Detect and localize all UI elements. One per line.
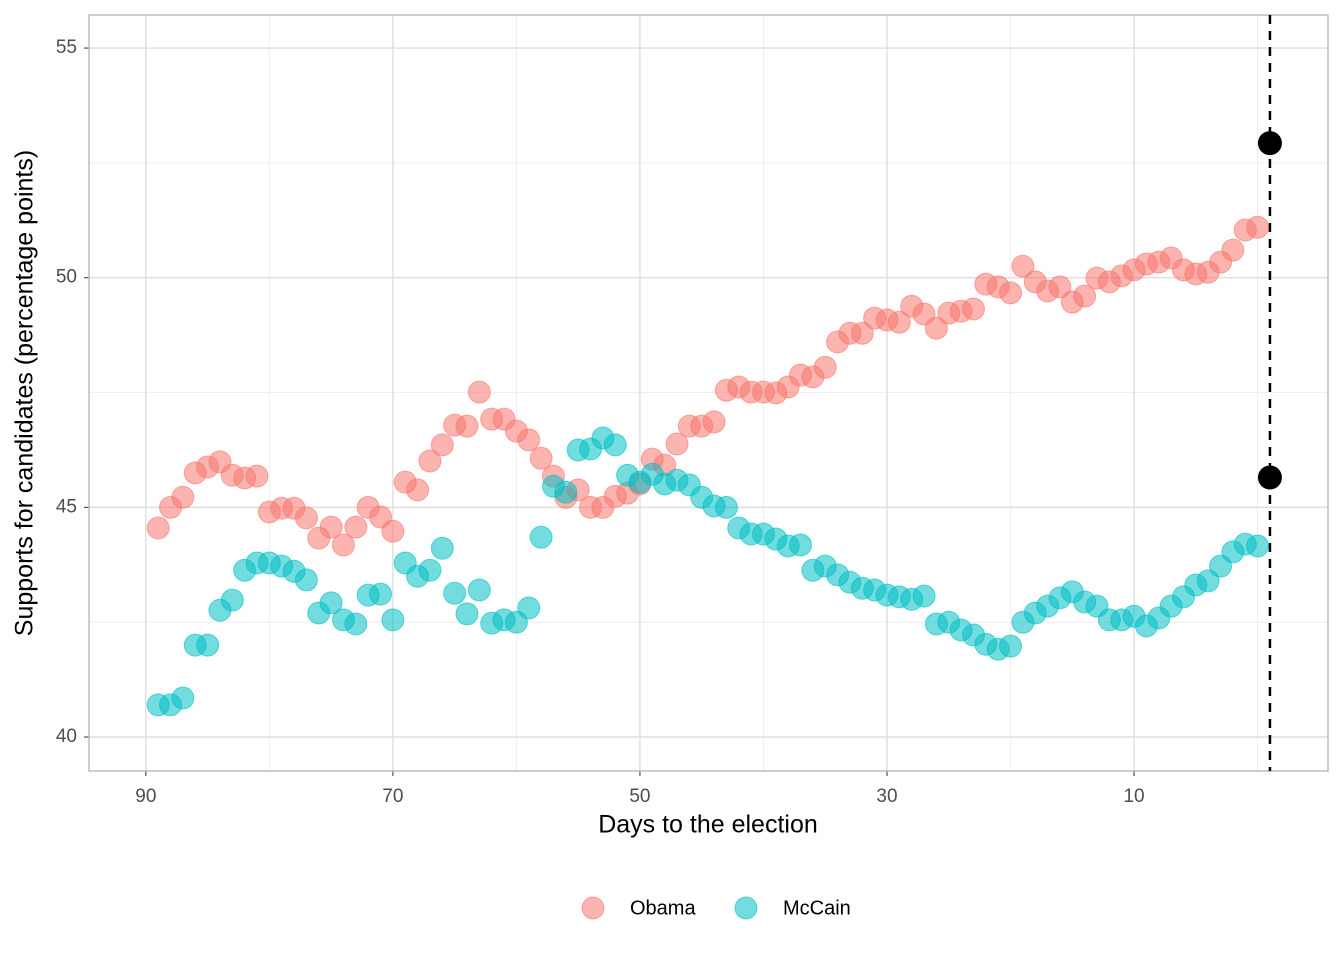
y-tick-label: 40 [56, 726, 77, 747]
x-tick-label: 30 [876, 786, 897, 807]
point [665, 432, 689, 456]
point [381, 608, 405, 632]
point [406, 478, 430, 502]
point [146, 516, 170, 540]
point [430, 433, 454, 457]
point [529, 446, 553, 470]
point [171, 686, 195, 710]
point [418, 449, 442, 473]
point [319, 591, 343, 615]
point [789, 533, 813, 557]
marker [1257, 131, 1282, 156]
point [924, 316, 948, 340]
point [813, 355, 837, 379]
point [1246, 534, 1270, 558]
point [517, 428, 541, 452]
point [418, 558, 442, 582]
point [1011, 254, 1035, 278]
point [1048, 275, 1072, 299]
point [1221, 238, 1245, 262]
point [381, 519, 405, 543]
point [443, 581, 467, 605]
point [245, 464, 269, 488]
legend-label: Obama [630, 897, 696, 919]
point [999, 634, 1023, 658]
x-tick-label: 10 [1123, 786, 1144, 807]
point [1073, 284, 1097, 308]
point [850, 321, 874, 345]
marker [1257, 465, 1282, 490]
point [887, 310, 911, 334]
x-tick-label: 70 [382, 786, 403, 807]
point [455, 414, 479, 438]
point [319, 515, 343, 539]
point [430, 536, 454, 560]
y-tick-label: 55 [56, 37, 77, 58]
y-tick-label: 50 [56, 267, 77, 288]
legend-swatch [581, 896, 605, 920]
point [294, 506, 318, 530]
point [467, 380, 491, 404]
point [714, 495, 738, 519]
point [196, 633, 220, 657]
x-axis-title: Days to the election [598, 811, 818, 839]
point [455, 602, 479, 626]
point [961, 297, 985, 321]
plot-border [88, 14, 1329, 772]
x-tick-label: 50 [629, 786, 650, 807]
x-tick-label: 90 [135, 786, 156, 807]
point [344, 515, 368, 539]
point [467, 578, 491, 602]
point [529, 525, 553, 549]
point [294, 568, 318, 592]
y-tick-label: 45 [56, 496, 77, 517]
y-axis-title: Supports for candidates (percentage poin… [11, 150, 39, 636]
legend-swatch [734, 896, 758, 920]
point [517, 596, 541, 620]
point [1246, 215, 1270, 239]
point [171, 485, 195, 509]
point [554, 480, 578, 504]
point [603, 433, 627, 457]
point [702, 410, 726, 434]
legend-label: McCain [783, 897, 851, 919]
point [220, 588, 244, 612]
point [912, 584, 936, 608]
point [331, 533, 355, 557]
point [344, 612, 368, 636]
point [999, 281, 1023, 305]
point [369, 582, 393, 606]
